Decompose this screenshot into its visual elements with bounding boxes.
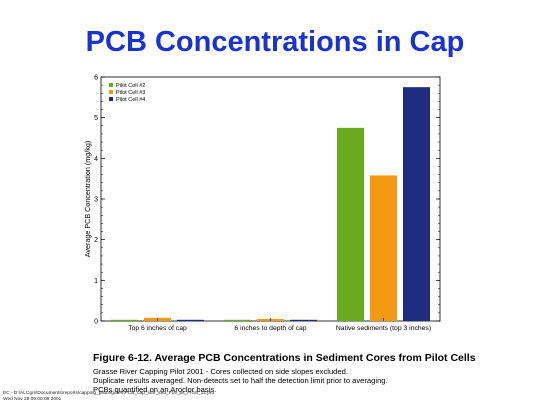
legend-swatch bbox=[109, 97, 113, 101]
bar bbox=[224, 319, 251, 321]
bar bbox=[177, 319, 204, 321]
y-axis-label: Average PCB Concentration (mg/kg) bbox=[83, 141, 92, 258]
bar bbox=[370, 175, 397, 321]
legend-label: Pilot Cell #3 bbox=[116, 90, 145, 96]
legend-swatch bbox=[109, 90, 113, 94]
bar bbox=[403, 87, 430, 322]
y-tick-label: 1 bbox=[94, 278, 98, 285]
y-tick-label: 0 bbox=[94, 319, 98, 326]
figure-caption: Figure 6-12. Average PCB Concentrations … bbox=[93, 352, 533, 394]
footer-path: EC - D:\ALCgrs\Documents\reports\capping… bbox=[3, 391, 215, 396]
y-tick-label: 2 bbox=[94, 237, 98, 244]
x-tick-label: 6 inches to depth of cap bbox=[234, 325, 306, 332]
bar bbox=[111, 319, 138, 321]
bar bbox=[290, 319, 317, 321]
legend-label: Pilot Cell #4 bbox=[116, 97, 145, 103]
file-footer: EC - D:\ALCgrs\Documents\reports\capping… bbox=[3, 391, 214, 403]
bar bbox=[337, 127, 364, 321]
y-tick-label: 3 bbox=[94, 197, 98, 204]
legend-swatch bbox=[109, 83, 113, 87]
y-tick-label: 6 bbox=[94, 75, 98, 82]
y-tick-label: 5 bbox=[94, 115, 98, 122]
legend-label: Pilot Cell #2 bbox=[116, 83, 145, 89]
footer-date: Wed Nov 28 09:00:09 2001 bbox=[3, 397, 62, 402]
caption-line: Grasse River Capping Pilot 2001 - Cores … bbox=[93, 367, 348, 376]
caption-line: PCBs quantified on an Aroclor basis. bbox=[93, 385, 217, 394]
caption-line: Duplicate results averaged. Non-detects … bbox=[93, 376, 388, 385]
slide-title: PCB Concentrations in Cap bbox=[85, 26, 465, 58]
y-tick-label: 4 bbox=[94, 156, 98, 163]
x-tick-label: Top 6 inches of cap bbox=[128, 325, 187, 332]
x-tick-label: Native sediments (top 3 inches) bbox=[336, 325, 431, 332]
figure-caption-title: Figure 6-12. Average PCB Concentrations … bbox=[93, 352, 476, 364]
